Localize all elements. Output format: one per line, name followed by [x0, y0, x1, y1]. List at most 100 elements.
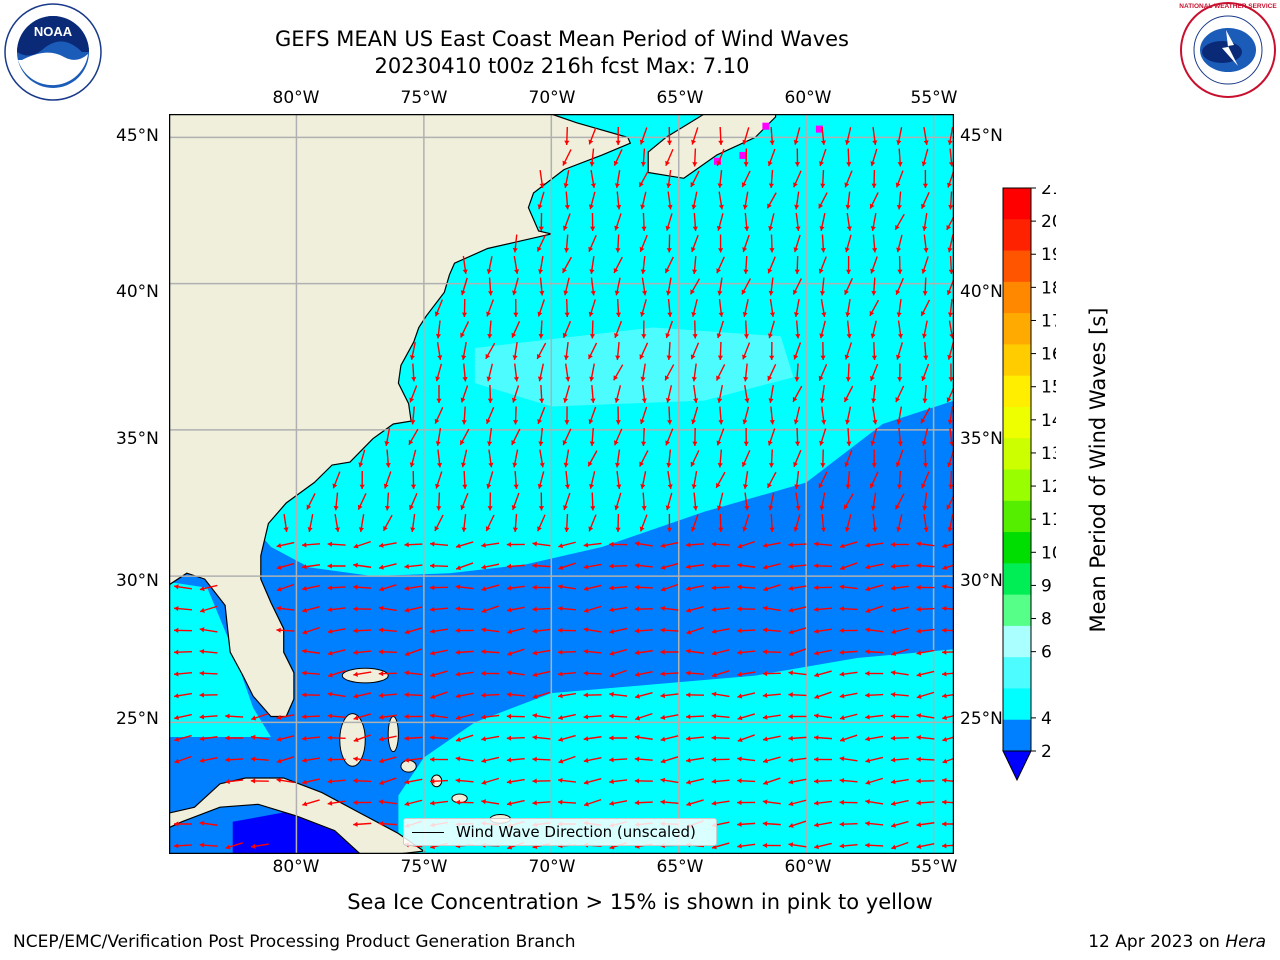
wave-arrowhead [537, 483, 543, 489]
wave-arrowhead [665, 333, 671, 338]
wave-arrowhead [691, 419, 697, 425]
wave-arrowhead [686, 692, 691, 698]
wave-arrowhead [767, 482, 772, 488]
wave-arrowhead [563, 183, 569, 188]
wave-arrowhead [276, 777, 282, 783]
wave-arrowhead [430, 650, 435, 656]
wave-arrowhead [820, 527, 826, 532]
wave-arrowhead [327, 778, 333, 784]
wave-arrowhead [634, 756, 640, 762]
wave-arrowhead [845, 140, 851, 145]
wave-arrowhead [558, 627, 563, 633]
wave-arrowhead [609, 541, 614, 547]
wave-arrowhead [353, 715, 359, 721]
wave-arrowhead [788, 607, 794, 613]
wave-arrowhead [666, 183, 672, 188]
wave-arrowhead [737, 562, 742, 568]
wave-arrowhead [613, 440, 619, 446]
wave-arrowhead [537, 526, 542, 532]
wave-arrowhead [250, 734, 256, 740]
wave-arrowhead [639, 139, 645, 145]
lat-label-right: 25°N [960, 709, 1003, 729]
lat-label-left: 25°N [116, 709, 159, 729]
wave-arrowhead [327, 628, 333, 634]
wave-arrowhead [358, 462, 364, 468]
wave-arrowhead [788, 629, 794, 635]
wave-arrowhead [846, 226, 852, 231]
wave-arrowhead [481, 758, 487, 764]
wave-arrowhead [538, 269, 544, 274]
wave-arrowhead [717, 462, 723, 468]
colorbar-tick-label: 16 [1041, 345, 1056, 365]
wave-arrowhead [506, 757, 512, 763]
wave-arrowhead [641, 506, 647, 511]
wave-arrowhead [532, 541, 538, 547]
wave-arrowhead [788, 801, 794, 807]
lon-label-bottom: 65°W [656, 857, 704, 877]
wave-arrowhead [409, 355, 415, 360]
wave-arrowhead [250, 756, 256, 762]
wave-arrowhead [507, 629, 512, 635]
wave-arrowhead [564, 484, 571, 489]
wave-arrowhead [839, 843, 845, 849]
nws-logo: NATIONAL WEATHER SERVICE [1179, 2, 1277, 98]
wave-arrowhead [562, 440, 568, 446]
wave-arrowhead [404, 542, 409, 548]
wave-arrowhead [890, 670, 896, 676]
wave-arrowhead [819, 161, 824, 167]
wave-arrowhead [737, 737, 743, 743]
wave-arrowhead [839, 543, 845, 549]
wave-arrowhead [481, 799, 486, 805]
wave-arrowhead [794, 204, 800, 210]
wave-arrowhead [737, 799, 742, 806]
wave-arrowhead [327, 650, 333, 656]
map-frame [169, 114, 954, 854]
wave-arrowhead [614, 290, 620, 296]
wave-arrowhead [946, 224, 952, 230]
wave-arrowhead [641, 398, 647, 403]
wave-arrowhead [430, 694, 436, 699]
wave-arrowhead [456, 737, 461, 742]
wave-arrowhead [588, 354, 593, 360]
wave-arrowhead [839, 606, 845, 612]
wave-arrowhead [562, 160, 568, 166]
wave-arrowhead [920, 418, 926, 424]
wave-arrowhead [641, 226, 647, 231]
wave-arrowhead [584, 801, 589, 807]
wave-arrowhead [942, 799, 947, 805]
wave-arrowhead [763, 780, 769, 785]
wave-arrowhead [942, 758, 948, 764]
wave-arrowhead [871, 183, 877, 188]
wave-arrowhead [583, 670, 589, 676]
wave-arrowhead [481, 586, 487, 592]
wave-arrowhead [589, 441, 595, 446]
wave-arrowhead [404, 801, 410, 807]
wave-arrowhead [302, 714, 307, 720]
wave-arrowhead [667, 484, 673, 489]
wave-arrowhead [922, 226, 928, 231]
wave-arrowhead [379, 780, 385, 785]
wave-arrowhead [537, 246, 542, 252]
wave-arrowhead [865, 627, 870, 633]
colorbar-segment [1003, 344, 1031, 377]
lat-label-left: 40°N [116, 282, 159, 302]
wave-arrowhead [404, 607, 410, 613]
wave-arrowhead [839, 671, 845, 677]
wave-arrowhead [589, 484, 595, 489]
wave-arrowhead [609, 650, 615, 656]
wave-arrowhead [455, 693, 461, 699]
wave-arrowhead [199, 692, 204, 698]
wave-arrowhead [327, 541, 333, 547]
wave-arrowhead [276, 586, 282, 592]
wave-arrowhead [589, 334, 596, 339]
wave-arrowhead [692, 269, 698, 274]
wave-arrowhead [897, 377, 903, 382]
wave-arrowhead [487, 333, 493, 339]
wave-arrowhead [717, 398, 723, 403]
wave-arrowhead [844, 397, 849, 403]
wave-arrowhead [609, 691, 614, 697]
wave-arrowhead [408, 439, 414, 445]
wave-arrowhead [660, 605, 666, 611]
wave-arrowhead [871, 463, 877, 468]
wave-arrowhead [916, 563, 921, 569]
